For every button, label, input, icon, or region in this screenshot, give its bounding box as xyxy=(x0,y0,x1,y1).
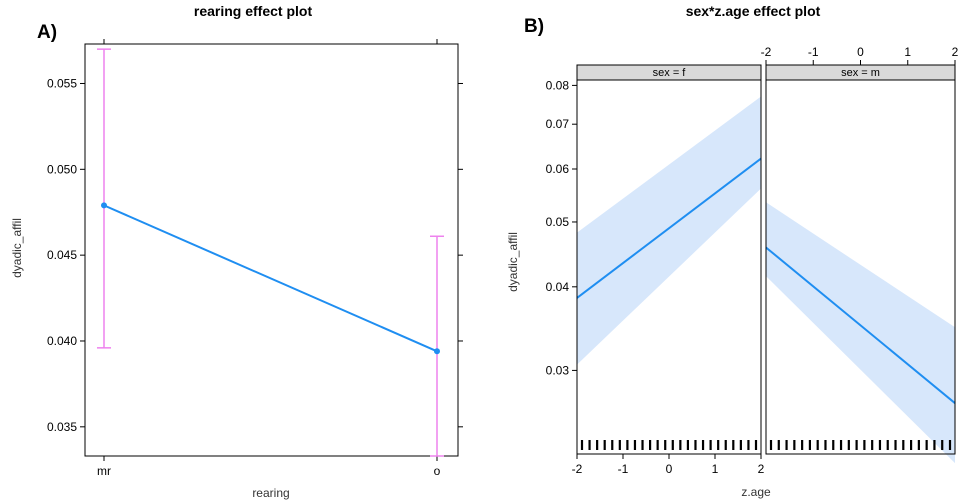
chart-b-xtick-label: 1 xyxy=(712,462,719,476)
chart-b-ytick-label: 0.04 xyxy=(546,280,570,294)
chart-b-confidence-band xyxy=(766,202,955,464)
chart-b-ytick-label: 0.06 xyxy=(546,162,570,176)
chart-a-xlabel: rearing xyxy=(252,486,289,500)
chart-a-xtick-label: mr xyxy=(97,464,111,478)
chart-b-xlabel: z.age xyxy=(741,485,771,499)
chart-b-xtick-label-top: 1 xyxy=(904,45,911,59)
chart-b-ytick-label: 0.07 xyxy=(546,117,570,131)
chart-b: z.age dyadic_affil sex = f -2 -1 0 1 2 sex = m… xyxy=(506,45,958,499)
chart-b-fit-line xyxy=(765,246,956,404)
chart-b-ytick-label: 0.08 xyxy=(546,78,570,92)
chart-b-xtick-label: -1 xyxy=(618,462,629,476)
chart-a-fit-line xyxy=(103,204,438,353)
chart-a-ytick-label: 0.040 xyxy=(47,334,77,348)
chart-a-title: rearing effect plot xyxy=(194,3,313,19)
chart-b-ytick-label: 0.05 xyxy=(546,215,570,229)
chart-a-ytick-label: 0.045 xyxy=(47,248,77,262)
chart-a-frame xyxy=(84,43,459,457)
chart-b-fit-line xyxy=(576,157,762,299)
chart-b-strip-label: sex = f xyxy=(653,67,687,79)
chart-b-title: sex*z.age effect plot xyxy=(686,3,821,19)
chart-a-ylabel: dyadic_affil xyxy=(10,218,24,278)
chart-b-xtick-label: 2 xyxy=(758,462,765,476)
chart-a-ytick-label: 0.055 xyxy=(47,76,77,90)
chart-b-ytick-label: 0.03 xyxy=(546,363,570,377)
chart-a-ytick-label: 0.050 xyxy=(47,162,77,176)
chart-b-confidence-band xyxy=(577,96,761,365)
chart-b-xtick-label-top: -2 xyxy=(761,45,772,59)
chart-b-xtick-label-top: -1 xyxy=(808,45,819,59)
chart-b-xtick-label: -2 xyxy=(572,462,583,476)
panel-label-b: B) xyxy=(524,16,544,37)
chart-a-ytick-label: 0.035 xyxy=(47,420,77,434)
chart-a-xtick-label: o xyxy=(434,464,441,478)
chart-b-xtick-label-top: 2 xyxy=(952,45,958,59)
chart-a: rearing dyadic_affil 0.035 0.040 0.045 0.05… xyxy=(10,39,463,500)
chart-a-point xyxy=(434,348,440,355)
chart-a-point xyxy=(101,202,107,209)
panel-label-a: A) xyxy=(37,22,57,43)
chart-b-xtick-label: 0 xyxy=(666,462,673,476)
chart-b-panel-frame xyxy=(765,79,956,455)
chart-b-ylabel: dyadic_affil xyxy=(506,232,520,292)
chart-b-xtick-label-top: 0 xyxy=(857,45,864,59)
chart-b-strip-label: sex = m xyxy=(841,67,880,79)
